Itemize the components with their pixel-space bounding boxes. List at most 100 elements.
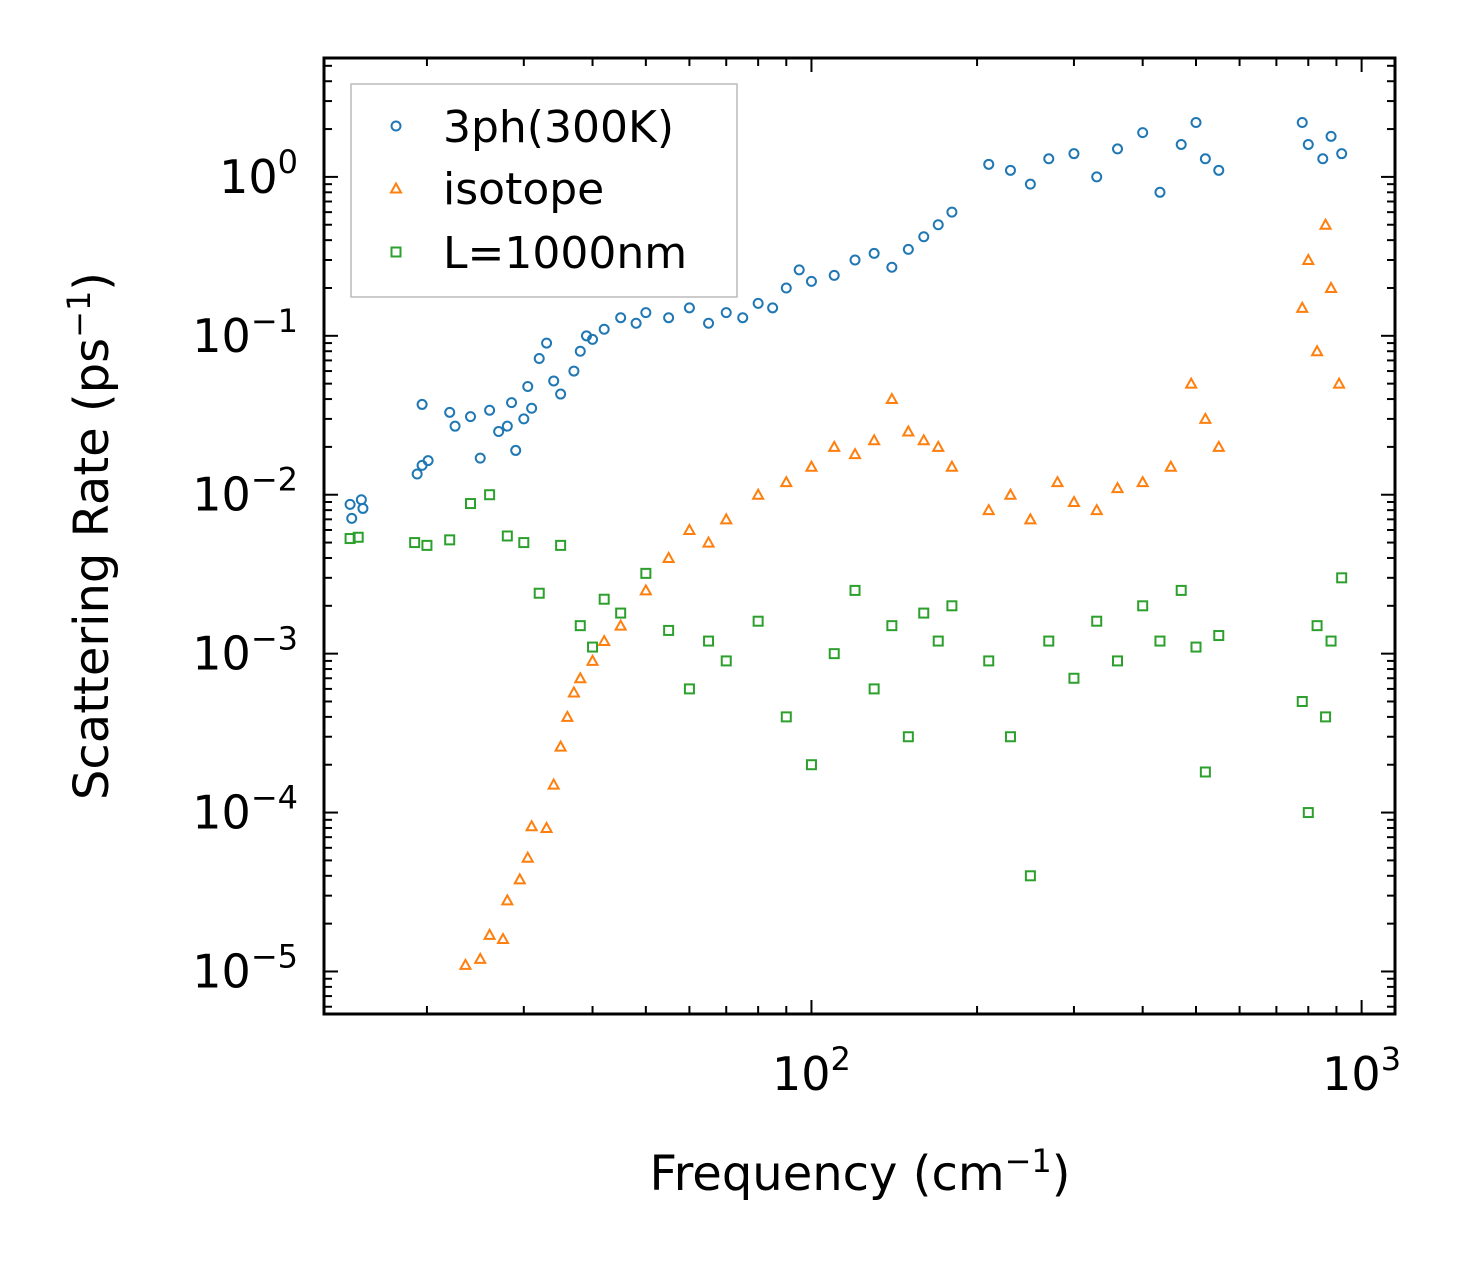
point-circle-0-14 bbox=[501, 420, 513, 432]
point-square-2-15 bbox=[640, 567, 652, 579]
y-tick-label-exp: 0 bbox=[278, 143, 298, 181]
y-tick-label-exp: −4 bbox=[251, 779, 298, 817]
x-tick-label-exp: 3 bbox=[1381, 1040, 1401, 1078]
point-circle-0-28 bbox=[598, 323, 610, 335]
point-square-2-5 bbox=[464, 498, 476, 510]
point-circle-0-22 bbox=[548, 375, 560, 387]
point-square-2-32 bbox=[1004, 731, 1016, 743]
point-triangle-1-46 bbox=[1301, 252, 1315, 265]
point-circle-0-42 bbox=[828, 269, 840, 281]
plot-frame bbox=[322, 56, 1397, 1016]
y-tick-label: 10−2 bbox=[192, 461, 298, 522]
series-2 bbox=[344, 489, 1348, 882]
point-square-2-48 bbox=[1325, 635, 1337, 647]
point-triangle-1-3 bbox=[496, 931, 510, 945]
x-axis-title-end: ) bbox=[1052, 1146, 1071, 1202]
y-tick-label-exp: −3 bbox=[251, 620, 298, 658]
point-square-2-46 bbox=[1311, 620, 1323, 632]
point-square-2-45 bbox=[1302, 807, 1314, 819]
point-circle-0-40 bbox=[793, 264, 805, 276]
legend-box bbox=[350, 83, 738, 298]
point-triangle-1-21 bbox=[719, 512, 733, 525]
point-triangle-1-10 bbox=[553, 739, 568, 752]
y-axis-title-sup: −1 bbox=[60, 291, 98, 338]
point-square-2-12 bbox=[587, 641, 599, 653]
point-circle-0-59 bbox=[1175, 138, 1187, 150]
point-square-2-2 bbox=[409, 537, 421, 549]
point-triangle-1-45 bbox=[1295, 300, 1309, 313]
point-square-2-6 bbox=[484, 489, 496, 501]
point-square-2-38 bbox=[1137, 600, 1149, 612]
point-circle-0-43 bbox=[849, 254, 861, 266]
point-square-2-37 bbox=[1112, 655, 1124, 667]
point-circle-0-37 bbox=[752, 297, 764, 309]
point-circle-0-27 bbox=[587, 333, 599, 345]
y-tick-label-base: 10 bbox=[192, 944, 251, 998]
point-triangle-1-9 bbox=[547, 777, 561, 790]
legend-marker-isotope bbox=[389, 181, 403, 194]
y-tick-label-base: 10 bbox=[219, 150, 278, 204]
point-circle-0-46 bbox=[902, 243, 914, 255]
y-tick-label-base: 10 bbox=[192, 786, 251, 840]
point-circle-0-35 bbox=[720, 307, 732, 319]
point-triangle-1-31 bbox=[931, 439, 945, 452]
point-triangle-1-33 bbox=[982, 503, 996, 516]
legend-marker-3ph bbox=[390, 120, 402, 132]
point-triangle-1-16 bbox=[613, 618, 628, 631]
point-square-2-10 bbox=[555, 539, 567, 551]
point-square-2-19 bbox=[720, 655, 732, 667]
point-triangle-1-13 bbox=[573, 671, 587, 684]
point-circle-0-41 bbox=[805, 275, 817, 287]
point-triangle-1-30 bbox=[917, 433, 931, 446]
point-circle-0-15 bbox=[506, 397, 518, 409]
point-circle-0-25 bbox=[574, 345, 586, 357]
y-axis-title-end: ) bbox=[64, 272, 120, 291]
legend: 3ph(300K) isotope L=1000nm bbox=[350, 83, 738, 298]
point-triangle-1-38 bbox=[1090, 503, 1104, 516]
y-axis-title-main: Scattering Rate (ps bbox=[64, 338, 120, 800]
point-square-2-3 bbox=[421, 539, 433, 551]
point-circle-0-49 bbox=[946, 206, 958, 218]
point-circle-0-30 bbox=[630, 317, 642, 329]
point-circle-0-3 bbox=[357, 502, 369, 514]
point-circle-0-32 bbox=[663, 312, 675, 324]
point-square-2-11 bbox=[574, 620, 586, 632]
point-square-2-23 bbox=[828, 648, 840, 660]
point-triangle-1-23 bbox=[779, 475, 793, 488]
point-circle-0-9 bbox=[449, 420, 461, 432]
point-triangle-1-14 bbox=[585, 653, 600, 666]
point-triangle-1-5 bbox=[513, 872, 527, 885]
point-square-2-9 bbox=[533, 587, 545, 599]
point-circle-0-4 bbox=[411, 468, 423, 480]
point-square-2-14 bbox=[615, 607, 627, 619]
point-circle-0-21 bbox=[541, 337, 553, 349]
point-circle-0-23 bbox=[555, 388, 567, 400]
point-square-2-16 bbox=[663, 624, 675, 636]
point-triangle-1-19 bbox=[682, 522, 697, 535]
point-circle-0-60 bbox=[1190, 116, 1202, 128]
point-square-2-26 bbox=[886, 620, 898, 632]
point-circle-0-18 bbox=[522, 380, 534, 392]
point-square-2-18 bbox=[703, 635, 715, 647]
point-circle-0-12 bbox=[484, 404, 496, 416]
legend-label-3ph: 3ph(300K) bbox=[443, 102, 674, 153]
point-square-2-39 bbox=[1154, 635, 1166, 647]
y-tick-label: 10−4 bbox=[192, 779, 298, 840]
data-points-layer bbox=[344, 116, 1348, 970]
series-0 bbox=[344, 116, 1348, 524]
point-circle-0-56 bbox=[1112, 143, 1124, 155]
point-triangle-1-11 bbox=[560, 709, 575, 722]
point-circle-0-7 bbox=[416, 398, 428, 410]
point-square-2-40 bbox=[1175, 584, 1187, 596]
y-tick-label-base: 10 bbox=[192, 468, 251, 522]
y-axis-title: Scattering Rate (ps−1) bbox=[60, 272, 120, 800]
point-square-2-36 bbox=[1091, 615, 1103, 627]
point-triangle-1-26 bbox=[848, 447, 862, 460]
point-square-2-27 bbox=[902, 731, 914, 743]
point-square-2-4 bbox=[444, 534, 456, 546]
point-circle-0-50 bbox=[983, 158, 995, 170]
point-triangle-1-29 bbox=[901, 424, 916, 437]
point-triangle-1-40 bbox=[1135, 475, 1150, 488]
